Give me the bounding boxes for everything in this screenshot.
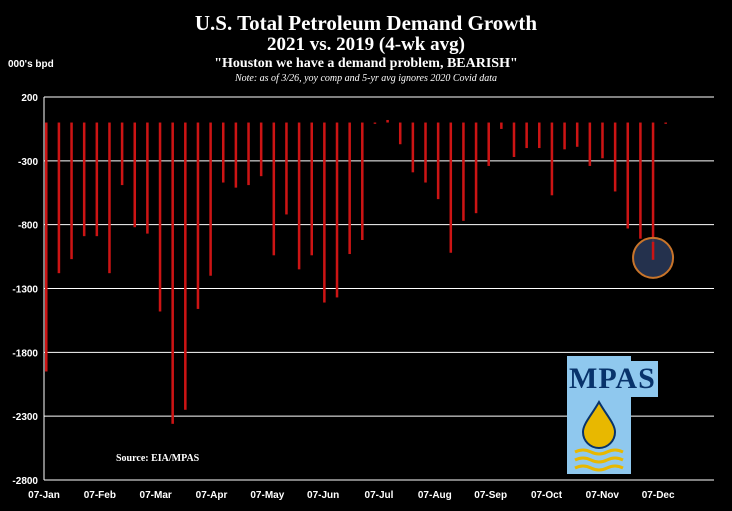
- bar: [664, 122, 667, 124]
- y-tick-label: -300: [18, 157, 38, 168]
- x-tick-label: 07-Dec: [642, 490, 675, 501]
- oil-drop-icon: [574, 399, 624, 472]
- bar: [272, 122, 276, 256]
- bar: [538, 122, 541, 149]
- bar: [108, 122, 111, 274]
- bar: [487, 122, 490, 166]
- bar: [259, 122, 263, 177]
- bar: [323, 122, 326, 303]
- y-tick-label: -2800: [12, 476, 38, 487]
- bar: [120, 122, 124, 186]
- x-tick-label: 07-Apr: [196, 490, 228, 501]
- y-axis-label: 000's bpd: [8, 59, 54, 70]
- bar: [57, 122, 61, 274]
- highlight-bar-tip: [651, 241, 655, 260]
- y-tick-label: -1800: [12, 348, 38, 359]
- bar: [449, 122, 453, 253]
- x-tick-label: 07-Sep: [474, 490, 507, 501]
- x-tick-labels: 07-Jan 07-Feb 07-Mar 07-Apr 07-May 07-Jun 07-J…: [28, 490, 675, 501]
- bar: [500, 122, 503, 129]
- bar: [626, 122, 630, 229]
- y-tick-label: 200: [21, 93, 38, 104]
- bar: [436, 122, 440, 200]
- bar: [45, 122, 48, 372]
- chart-tagline: "Houston we have a demand problem, BEARI…: [214, 56, 518, 71]
- bar: [550, 122, 554, 196]
- x-tick-label: 07-May: [250, 490, 284, 501]
- x-tick-label: 07-Feb: [84, 490, 116, 501]
- bar: [588, 122, 592, 166]
- x-tick-label: 07-Aug: [418, 490, 452, 501]
- logo-text: MPAS: [567, 361, 658, 397]
- y-tick-label: -1300: [12, 285, 38, 296]
- bar: [171, 122, 174, 424]
- bar: [310, 122, 313, 256]
- bar: [196, 122, 200, 309]
- bar: [146, 122, 149, 234]
- x-tick-label: 07-Jul: [365, 490, 394, 501]
- bar: [462, 122, 465, 221]
- bar: [247, 122, 250, 186]
- y-tick-labels: 200 -300 -800 -1300 -1800 -2300 -2800: [12, 93, 38, 487]
- chart-title: U.S. Total Petroleum Demand Growth: [194, 11, 538, 35]
- bar: [601, 122, 604, 159]
- bar: [424, 122, 427, 183]
- bar: [158, 122, 162, 312]
- bar: [575, 122, 579, 147]
- bars: [45, 119, 667, 424]
- bar: [133, 122, 137, 228]
- bar: [234, 122, 238, 188]
- bar: [639, 122, 642, 239]
- x-tick-label: 07-Mar: [140, 490, 172, 501]
- bar: [563, 122, 566, 150]
- x-tick-label: 07-Oct: [531, 490, 563, 501]
- x-tick-label: 07-Jan: [28, 490, 60, 501]
- bar: [348, 122, 351, 255]
- bar: [184, 122, 187, 410]
- bar: [209, 122, 212, 276]
- bar: [474, 122, 478, 214]
- bar: [398, 122, 402, 145]
- y-tick-label: -2300: [12, 412, 38, 423]
- source-note: Source: EIA/MPAS: [116, 453, 200, 464]
- highlight-marker: [632, 236, 675, 279]
- bar: [512, 122, 516, 158]
- x-tick-label: 07-Jun: [307, 490, 339, 501]
- bar: [386, 119, 389, 123]
- chart-subtitle: 2021 vs. 2019 (4-wk avg): [267, 34, 465, 55]
- bar: [335, 122, 339, 298]
- y-tick-label: -800: [18, 221, 38, 232]
- bar: [297, 122, 301, 270]
- bar: [70, 122, 73, 260]
- bar: [613, 122, 617, 192]
- bar: [361, 122, 364, 240]
- bar: [373, 122, 377, 124]
- bar: [285, 122, 288, 215]
- bar: [82, 122, 86, 237]
- chart-note: Note: as of 3/26, yoy comp and 5-yr avg …: [234, 73, 498, 84]
- bar: [95, 122, 99, 237]
- bar: [525, 122, 528, 149]
- bar: [411, 122, 415, 173]
- bar: [651, 122, 655, 244]
- bar: [221, 122, 225, 183]
- x-tick-label: 07-Nov: [586, 490, 620, 501]
